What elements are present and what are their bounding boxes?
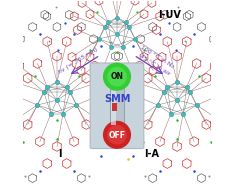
Text: 100 °C in N₂: 100 °C in N₂ [140,45,175,69]
Text: SMM: SMM [104,94,130,104]
Text: OFF: OFF [109,131,125,140]
Bar [111,91,116,125]
Circle shape [107,67,127,87]
Text: I: I [58,149,62,159]
Circle shape [103,121,131,149]
Text: hν (= 365 nm): hν (= 365 nm) [58,46,99,75]
Circle shape [103,63,131,91]
Text: 45 °C in air: 45 °C in air [139,54,172,77]
Text: ON: ON [110,72,124,81]
Text: I-UV: I-UV [158,10,181,20]
Bar [110,85,124,126]
FancyBboxPatch shape [90,63,144,149]
Bar [112,103,117,111]
Circle shape [107,125,127,145]
Text: I-A: I-A [144,149,159,159]
